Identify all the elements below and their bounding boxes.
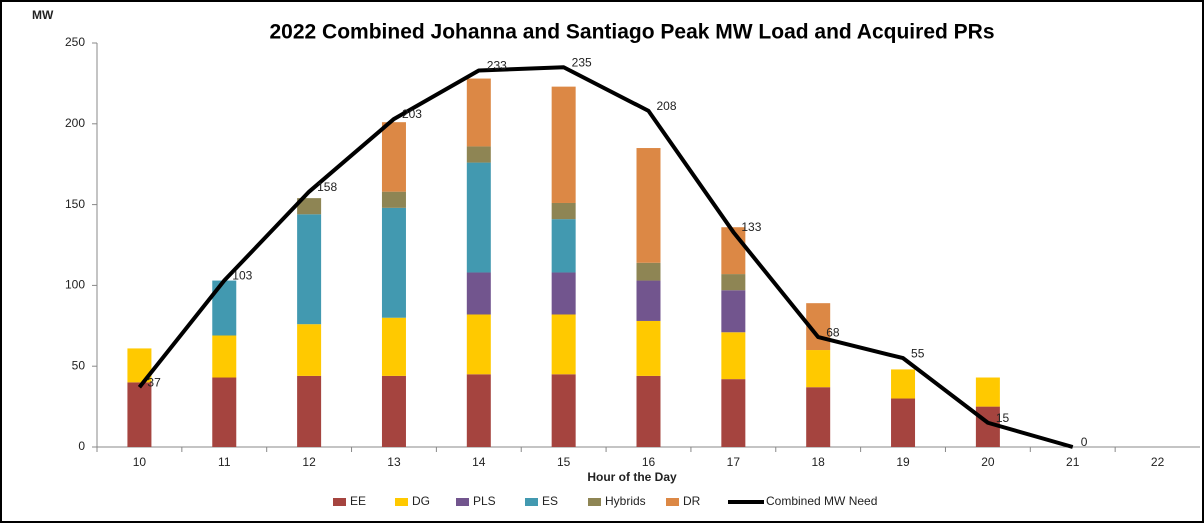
bar-segment <box>551 219 576 273</box>
y-tick-label: 0 <box>78 439 85 453</box>
bar-segment <box>806 350 831 388</box>
data-label: 55 <box>911 346 925 360</box>
bar-segment <box>466 162 491 273</box>
bar-segment <box>721 274 746 291</box>
bar-segment <box>636 320 661 376</box>
bar-segment <box>636 262 661 281</box>
y-tick-label: 150 <box>65 197 85 211</box>
bar-segment <box>212 377 237 447</box>
bar-segment <box>381 207 406 318</box>
bar-segment <box>551 374 576 447</box>
data-label: 208 <box>657 99 677 113</box>
bar-segment <box>212 335 237 378</box>
bar-segment <box>466 272 491 315</box>
x-tick-label: 20 <box>981 455 995 469</box>
bar-segment <box>466 374 491 447</box>
legend-swatch <box>588 498 601 506</box>
bar-segment <box>297 198 322 215</box>
legend-label: DR <box>683 494 701 508</box>
y-tick-label: 100 <box>65 278 85 292</box>
bar-segment <box>891 369 916 399</box>
bar-segment <box>806 387 831 447</box>
legend-label: EE <box>350 494 366 508</box>
data-label: 235 <box>572 55 592 69</box>
x-tick-label: 16 <box>642 455 656 469</box>
bar-segment <box>721 379 746 447</box>
bar-segment <box>127 382 152 447</box>
legend-swatch <box>333 498 346 506</box>
legend-label: PLS <box>473 494 496 508</box>
bar-segment <box>297 214 322 325</box>
bar-segment <box>636 375 661 447</box>
data-label: 158 <box>317 180 337 194</box>
bar-segment <box>891 398 916 447</box>
bar-segment <box>466 78 491 147</box>
data-label: 0 <box>1081 435 1088 449</box>
data-label: 103 <box>232 269 252 283</box>
bar-segment <box>636 280 661 321</box>
data-label: 203 <box>402 107 422 121</box>
legend-swatch <box>525 498 538 506</box>
y-tick-label: 50 <box>72 358 86 372</box>
y-axis-label: MW <box>32 8 54 22</box>
x-tick-label: 21 <box>1066 455 1080 469</box>
bar-segment <box>551 272 576 315</box>
bar-segment <box>551 314 576 375</box>
legend-label: Combined MW Need <box>766 494 877 508</box>
x-tick-label: 18 <box>812 455 826 469</box>
data-label: 233 <box>487 59 507 73</box>
legend-swatch <box>666 498 679 506</box>
x-tick-label: 17 <box>727 455 741 469</box>
x-tick-label: 15 <box>557 455 571 469</box>
bar-segment <box>636 148 661 263</box>
legend-swatch <box>456 498 469 506</box>
bar-segment <box>721 332 746 380</box>
x-tick-label: 14 <box>472 455 486 469</box>
legend-label: DG <box>412 494 430 508</box>
bar-segment <box>381 317 406 376</box>
y-tick-label: 250 <box>65 35 85 49</box>
x-tick-label: 12 <box>302 455 316 469</box>
bar-segment <box>381 122 406 192</box>
bar-segment <box>721 290 746 333</box>
bar-segment <box>551 202 576 220</box>
line <box>137 65 1074 449</box>
data-label: 133 <box>741 220 761 234</box>
x-tick-label: 19 <box>896 455 910 469</box>
legend-swatch <box>395 498 408 506</box>
x-axis-label: Hour of the Day <box>587 470 677 484</box>
bar-segment <box>381 375 406 447</box>
bar-segment <box>381 191 406 208</box>
x-tick-label: 13 <box>387 455 401 469</box>
x-tick-label: 22 <box>1151 455 1165 469</box>
x-tick-label: 10 <box>133 455 147 469</box>
y-tick-label: 200 <box>65 116 85 130</box>
bar-segment <box>466 146 491 163</box>
bar-segment <box>297 324 322 376</box>
data-label: 15 <box>996 411 1010 425</box>
bar-segment <box>551 86 576 203</box>
chart-title: 2022 Combined Johanna and Santiago Peak … <box>269 21 994 44</box>
data-label: 68 <box>826 325 840 339</box>
legend-label: Hybrids <box>605 494 646 508</box>
x-tick-label: 11 <box>218 455 231 469</box>
bar-segment <box>975 377 1000 407</box>
legend-label: ES <box>542 494 558 508</box>
bar-segment <box>466 314 491 375</box>
data-label: 37 <box>147 375 161 389</box>
bar-segment <box>297 375 322 447</box>
